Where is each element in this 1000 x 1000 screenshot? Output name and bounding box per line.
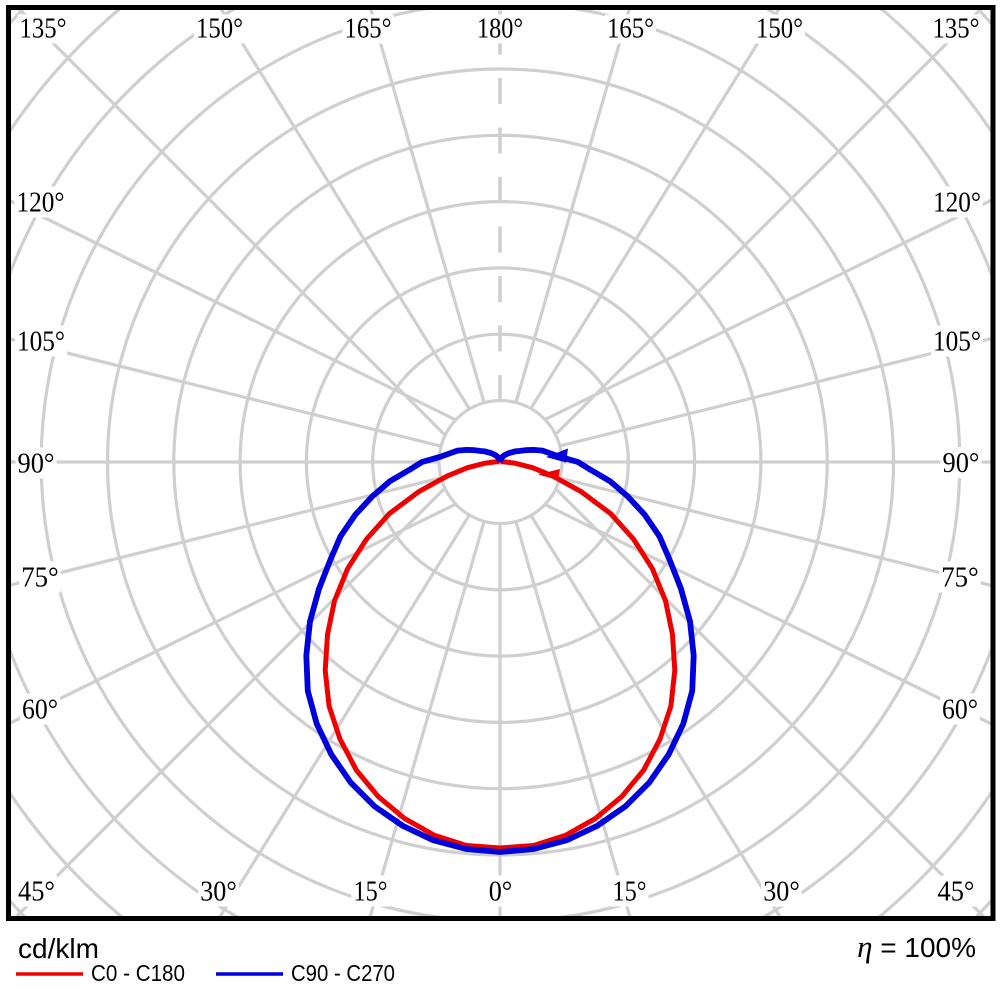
svg-text:75°: 75° [941, 563, 979, 594]
svg-text:30°: 30° [200, 877, 237, 908]
svg-text:45°: 45° [938, 877, 975, 908]
svg-text:60°: 60° [942, 695, 978, 726]
svg-text:30°: 30° [763, 877, 800, 908]
svg-text:45°: 45° [18, 877, 55, 908]
svg-text:120°: 120° [17, 188, 65, 219]
svg-text:90°: 90° [943, 448, 980, 479]
svg-text:165°: 165° [607, 14, 654, 45]
svg-text:120°: 120° [933, 188, 981, 219]
svg-text:C90 - C270: C90 - C270 [291, 960, 395, 986]
svg-text:15°: 15° [613, 877, 647, 908]
svg-text:90°: 90° [18, 449, 55, 480]
svg-text:15°: 15° [354, 877, 388, 908]
svg-text:135°: 135° [20, 14, 67, 45]
svg-text:105°: 105° [17, 327, 65, 358]
svg-text:0°: 0° [489, 877, 513, 908]
svg-text:75°: 75° [21, 563, 59, 594]
svg-text:165°: 165° [345, 14, 392, 45]
svg-text:135°: 135° [933, 14, 980, 45]
svg-text:105°: 105° [933, 327, 981, 358]
svg-text:150°: 150° [756, 14, 803, 45]
svg-text:cd/klm: cd/klm [18, 933, 99, 964]
svg-text:150°: 150° [196, 14, 243, 45]
svg-text:60°: 60° [22, 695, 58, 726]
svg-text:C0 - C180: C0 - C180 [91, 960, 185, 986]
svg-text:180°: 180° [477, 14, 523, 45]
svg-text:η = 100%: η = 100% [857, 929, 976, 964]
